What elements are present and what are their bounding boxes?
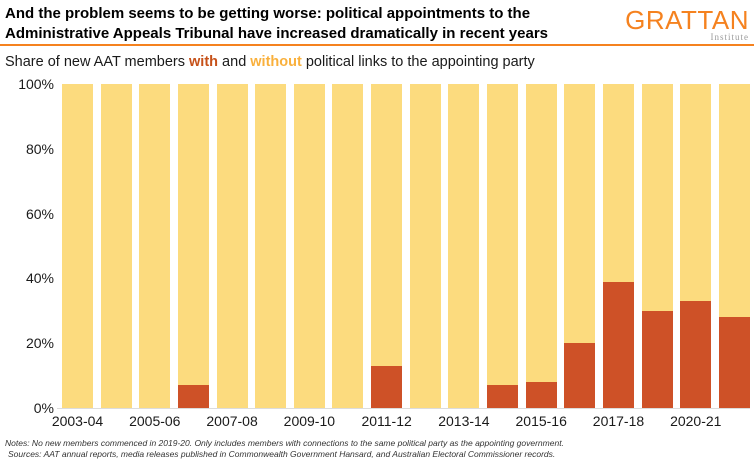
- bar-2021-22: [718, 84, 750, 408]
- x-axis-slot: 2007-08: [206, 413, 257, 431]
- bar-2020-21: [680, 84, 712, 408]
- page-title: And the problem seems to be getting wors…: [5, 4, 625, 43]
- x-axis-tick: 2011-12: [361, 413, 412, 429]
- subtitle-connector: and: [218, 54, 251, 70]
- plot-area: [62, 84, 750, 408]
- segment-with-links: [564, 343, 596, 408]
- segment-without-links: [332, 84, 364, 408]
- segment-without-links: [177, 84, 209, 386]
- segment-without-links: [100, 84, 132, 408]
- y-axis-tick: 100%: [18, 76, 54, 92]
- bar-2005-06: [139, 84, 171, 408]
- bar-2007-08: [216, 84, 248, 408]
- x-axis-slot: 2003-04: [52, 413, 103, 431]
- x-axis-line: [57, 408, 750, 409]
- segment-with-links: [525, 382, 557, 408]
- x-axis-slot: [178, 413, 209, 431]
- segment-without-links: [487, 84, 519, 386]
- segment-without-links: [409, 84, 441, 408]
- x-axis-slot: 2017-18: [593, 413, 644, 431]
- segment-without-links: [371, 84, 403, 366]
- segment-without-links: [680, 84, 712, 302]
- segment-without-links: [525, 84, 557, 383]
- bar-2015-16: [525, 84, 557, 408]
- bars: [62, 84, 750, 408]
- x-axis-slot: 2005-06: [129, 413, 180, 431]
- title-line-1: And the problem seems to be getting wors…: [5, 5, 531, 22]
- segment-with-links: [641, 310, 673, 408]
- x-axis-tick: 2020-21: [670, 413, 722, 429]
- grattan-institute-label: Institute: [710, 32, 749, 42]
- bar-2016-17: [564, 84, 596, 408]
- x-axis-slot: [410, 413, 441, 431]
- x-axis-slot: [642, 413, 673, 431]
- bar-2006-07: [177, 84, 209, 408]
- x-axis-tick: 2015-16: [515, 413, 567, 429]
- segment-without-links: [448, 84, 480, 408]
- y-axis-tick: 40%: [25, 270, 54, 287]
- x-axis-slot: [564, 413, 595, 431]
- segment-with-links: [177, 385, 209, 408]
- bar-2017-18: [602, 84, 634, 408]
- x-axis-tick: 2007-08: [206, 413, 258, 429]
- x-axis-slot: 2013-14: [438, 413, 489, 431]
- bar-2011-12: [371, 84, 403, 408]
- x-axis-slot: [332, 413, 363, 431]
- x-axis-tick: 2013-14: [438, 413, 490, 429]
- segment-without-links: [62, 84, 93, 408]
- segment-without-links: [564, 84, 596, 344]
- chart-subtitle: Share of new AAT members with and withou…: [5, 54, 535, 70]
- segment-without-links: [293, 84, 325, 408]
- segment-with-links: [680, 301, 712, 408]
- subtitle-prefix: Share of new AAT members: [5, 54, 190, 70]
- y-axis-tick: 60%: [25, 205, 54, 222]
- bar-2009-10: [293, 84, 325, 408]
- x-axis-tick: 2003-04: [51, 413, 104, 429]
- segment-with-links: [602, 281, 634, 408]
- x-axis-tick: 2005-06: [129, 413, 181, 429]
- x-axis-slot: [487, 413, 518, 431]
- x-axis-slot: 2015-16: [516, 413, 567, 431]
- y-axis-tick: 20%: [25, 335, 54, 352]
- bar-2010-11: [332, 84, 364, 408]
- bar-2003-04: [62, 84, 93, 408]
- x-axis-slot: [719, 413, 750, 431]
- segment-without-links: [602, 84, 634, 282]
- segment-without-links: [139, 84, 171, 408]
- subtitle-suffix: political links to the appointing party: [301, 54, 535, 70]
- bar-2012-13: [409, 84, 441, 408]
- y-axis-tick: 80%: [25, 140, 54, 157]
- separator-rule: [0, 44, 754, 46]
- subtitle-without-word: without: [250, 54, 302, 70]
- segment-with-links: [371, 365, 403, 408]
- bar-2018-19: [641, 84, 673, 408]
- bar-2014-15: [487, 84, 519, 408]
- x-axis-slot: 2009-10: [284, 413, 335, 431]
- x-axis-slot: [101, 413, 132, 431]
- x-axis-tick: 2017-18: [592, 413, 645, 429]
- notes-line: Notes: No new members commenced in 2019-…: [5, 438, 564, 448]
- subtitle-with-word: with: [189, 54, 219, 70]
- bar-2004-05: [100, 84, 132, 408]
- x-axis-slot: 2020-21: [670, 413, 721, 431]
- segment-without-links: [641, 84, 673, 311]
- segment-without-links: [255, 84, 287, 408]
- y-axis-tick: 0%: [33, 400, 54, 416]
- x-axis-tick: 2009-10: [283, 413, 336, 429]
- segment-without-links: [216, 84, 248, 408]
- segment-with-links: [487, 385, 519, 408]
- title-line-2: Administrative Appeals Tribunal have inc…: [5, 24, 549, 42]
- grattan-logo: GRATTAN Institute: [625, 7, 749, 42]
- x-axis: 2003-04 2005-06 2007-08 2009-10 2011-12 2013-…: [52, 413, 750, 431]
- x-axis-slot: 2011-12: [361, 413, 411, 431]
- footnotes: Notes: No new members commenced in 2019-…: [5, 438, 564, 460]
- bar-2008-09: [255, 84, 287, 408]
- sources-line: Sources: AAT annual reports, media relea…: [8, 449, 556, 459]
- bar-2013-14: [448, 84, 480, 408]
- segment-without-links: [718, 84, 750, 318]
- segment-with-links: [718, 317, 750, 408]
- grattan-wordmark: GRATTAN: [625, 5, 749, 35]
- x-axis-slot: [255, 413, 286, 431]
